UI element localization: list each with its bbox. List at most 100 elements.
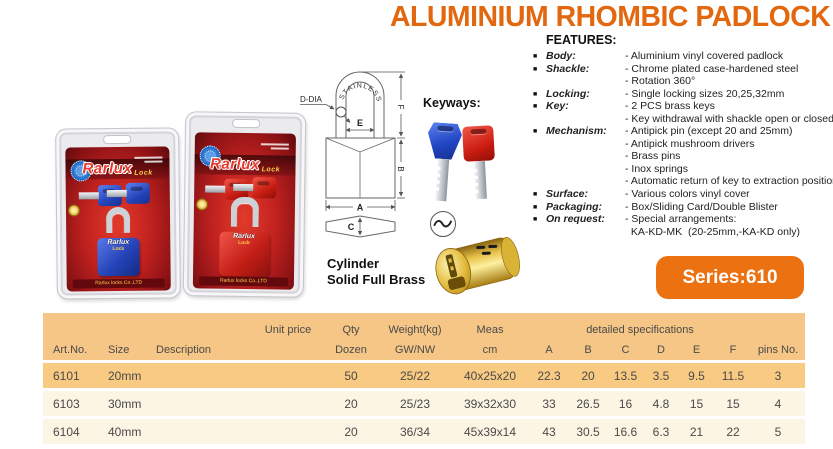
feature-label: Surface: xyxy=(533,188,625,201)
table-row: 6103 30mm 20 25/23 39x32x30 33 26.5 16 4… xyxy=(43,391,805,416)
col-f: F xyxy=(729,344,737,356)
cell-qty: 50 xyxy=(344,368,358,383)
cell-pins: 4 xyxy=(774,396,782,411)
cell-e: 15 xyxy=(689,396,704,411)
body-facet-lines xyxy=(325,137,396,198)
feature-row: - Automatic return of key to extraction … xyxy=(533,175,833,188)
cell-weight: 25/22 xyxy=(399,368,431,383)
feature-text: - Special arrangements: xyxy=(625,213,737,226)
cell-e: 9.5 xyxy=(688,368,705,383)
cylinder-caption: Cylinder Solid Full Brass xyxy=(327,256,425,288)
feature-row: - Antipick mushroom drivers xyxy=(533,138,833,151)
pack-card: Rarlux Lock Rarlux Lock Rarlux locks Co.,… xyxy=(192,132,296,290)
feature-row: Packaging: - Box/Sliding Card/Double Bli… xyxy=(533,201,833,214)
padlock-body: Rarlux Lock xyxy=(218,231,270,277)
card-footer-text: Rarlux locks Co.,LTD xyxy=(72,278,165,289)
features-section: FEATURES: Body: - Aluminium vinyl covere… xyxy=(533,33,833,238)
cell-qty: 20 xyxy=(344,396,358,411)
feature-row: Shackle: - Chrome plated case-hardened s… xyxy=(533,63,833,76)
table-body: 6101 20mm 50 25/22 40x25x20 22.3 20 13.5… xyxy=(43,363,805,444)
col-a: A xyxy=(545,344,553,356)
feature-text: - Key withdrawal with shackle open or cl… xyxy=(625,112,833,125)
feature-text: - Inox springs xyxy=(625,162,689,175)
col-pins: pins No. xyxy=(757,344,799,356)
brass-cylinder-icon xyxy=(435,237,520,295)
body-outline xyxy=(325,137,396,199)
key-blade xyxy=(434,158,449,202)
cell-a: 43 xyxy=(542,424,556,439)
col-e: E xyxy=(692,344,701,356)
brand-logo: Rarlux Lock xyxy=(194,155,295,174)
cell-artno: 6104 xyxy=(53,424,80,439)
brand-sub: Lock xyxy=(134,169,153,177)
pack-card: Rarlux Lock Rarlux Lock Rarlux locks Co.,… xyxy=(65,146,171,292)
feature-row: - Inox springs xyxy=(533,163,833,176)
blister-pack-blue: Rarlux Lock Rarlux Lock Rarlux locks Co.,… xyxy=(55,127,181,300)
col-c: C xyxy=(621,344,630,356)
d-dia-leader xyxy=(325,104,335,110)
cell-b: 20 xyxy=(581,368,595,383)
key-blade xyxy=(473,160,487,200)
table-row: 6104 40mm 20 36/34 45x39x14 43 30.5 16.6… xyxy=(43,419,805,444)
feature-row: On request: - Special arrangements: xyxy=(533,213,833,226)
series-badge: Series:610 xyxy=(656,256,804,299)
d-dia-label: D-DIA xyxy=(300,95,322,104)
hang-hole xyxy=(231,118,260,129)
feature-row: - Key withdrawal with shackle open or cl… xyxy=(533,113,833,126)
padlock-blue-icon: Rarlux Lock xyxy=(97,206,140,277)
cell-d: 4.8 xyxy=(652,396,670,411)
col-d: D xyxy=(657,344,665,356)
table-row: 6101 20mm 50 25/22 40x25x20 22.3 20 13.5… xyxy=(43,363,805,388)
feature-label: Key: xyxy=(533,100,625,113)
feature-text: - 2 PCS brass keys xyxy=(625,100,715,113)
cell-a: 22.3 xyxy=(537,368,561,383)
cell-f: 22 xyxy=(726,424,740,439)
blister-pack-red: Rarlux Lock Rarlux Lock Rarlux locks Co.,… xyxy=(182,111,307,298)
col-unit-price: Unit price xyxy=(264,323,312,336)
col-qty-line1: Qty xyxy=(342,323,360,336)
padlock-shackle xyxy=(105,206,131,234)
key-head xyxy=(462,125,495,162)
feature-text: - Automatic return of key to extraction … xyxy=(625,175,833,188)
cell-meas: 40x25x20 xyxy=(463,368,517,383)
feature-text: KA-KD-MK (20-25mm,-KA-KD only) xyxy=(625,225,801,238)
cell-b: 26.5 xyxy=(576,396,600,411)
padlock-red-icon: Rarlux Lock xyxy=(218,196,270,277)
packed-key-icon xyxy=(125,182,150,204)
feature-label: Locking: xyxy=(533,88,625,101)
blue-key-icon xyxy=(423,122,462,202)
brand-sub: Lock xyxy=(261,166,281,174)
feature-text: - Single locking sizes 20,25,32mm xyxy=(625,87,785,100)
feature-label: On request: xyxy=(533,213,625,226)
cell-artno: 6101 xyxy=(53,368,80,383)
feature-label: Body: xyxy=(533,50,625,63)
cell-weight: 36/34 xyxy=(399,424,431,439)
page-title: ALUMINIUM RHOMBIC PADLOCK xyxy=(389,1,831,33)
dim-label-f: F xyxy=(396,105,405,110)
feature-text: - Chrome plated case-hardened steel xyxy=(625,62,799,75)
cell-c: 16 xyxy=(618,396,633,411)
cell-c: 16.6 xyxy=(613,424,638,439)
d-dia-leader2 xyxy=(344,116,351,123)
table-header: Unit price Qty Weight(kg) Meas detailed … xyxy=(43,313,805,360)
col-weight-line1: Weight(kg) xyxy=(388,323,442,336)
feature-row: Mechanism: - Antipick pin (except 20 and… xyxy=(533,125,833,138)
col-qty-line2: Dozen xyxy=(335,344,367,356)
features-heading: FEATURES: xyxy=(546,33,617,47)
keyways-label: Keyways: xyxy=(423,96,481,110)
keyway-profile-icon xyxy=(430,211,456,237)
feature-text: - Box/Sliding Card/Double Blister xyxy=(625,200,778,213)
padlock-body: Rarlux Lock xyxy=(97,237,140,277)
cell-pins: 5 xyxy=(774,424,782,439)
ext-lines-f xyxy=(362,71,405,139)
cell-pins: 3 xyxy=(774,368,782,383)
col-size: Size xyxy=(108,344,130,356)
cell-size: 30mm xyxy=(108,396,142,411)
key-slot xyxy=(469,128,486,135)
padlock-brand-subtext: Lock xyxy=(238,239,250,247)
feature-text: - Antipick pin (except 20 and 25mm) xyxy=(625,125,793,138)
feature-row: Locking: - Single locking sizes 20,25,32… xyxy=(533,88,833,101)
cell-f: 11.5 xyxy=(721,368,745,383)
feature-label: Packaging: xyxy=(533,201,625,214)
